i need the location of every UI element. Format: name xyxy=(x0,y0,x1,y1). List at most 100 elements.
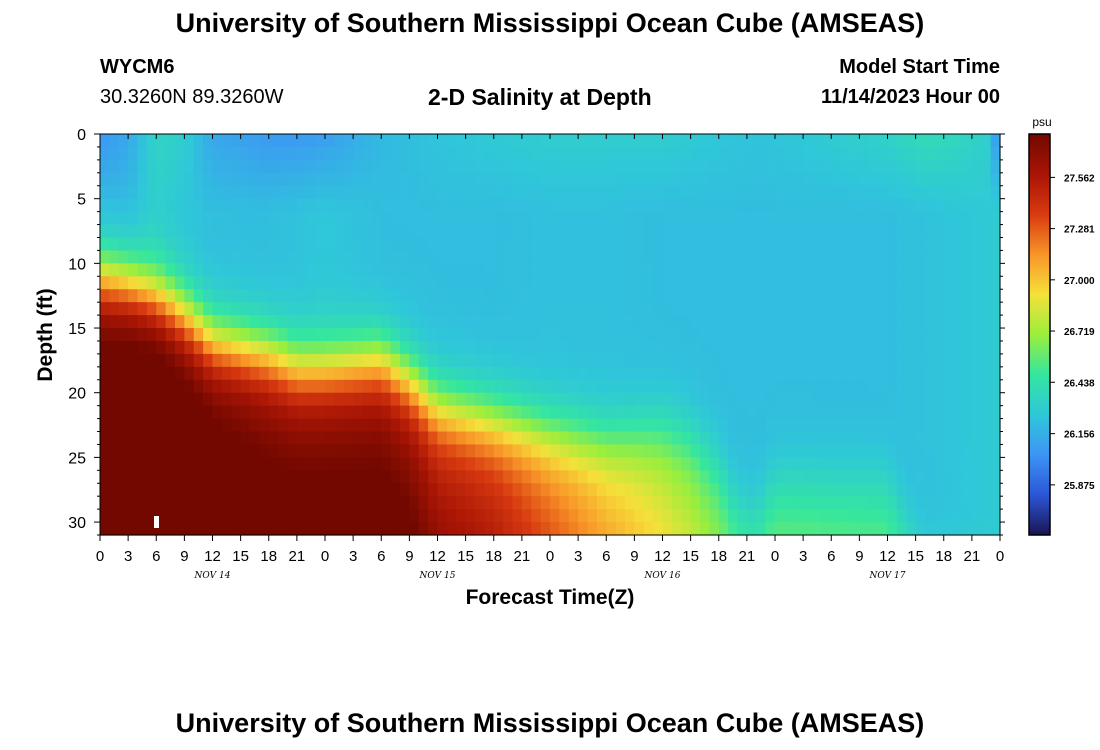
heatmap-cell xyxy=(484,392,495,407)
heatmap-cell xyxy=(896,198,907,213)
heatmap-cell xyxy=(953,224,964,239)
heatmap-cell xyxy=(137,289,148,303)
heatmap-cell xyxy=(784,431,795,446)
heatmap-cell xyxy=(109,496,120,510)
heatmap-cell xyxy=(709,159,720,174)
heatmap-cell xyxy=(775,315,785,329)
heatmap-cell xyxy=(484,328,495,342)
heatmap-cell xyxy=(193,522,204,536)
heatmap-cell xyxy=(906,211,917,226)
heatmap-cell xyxy=(671,496,682,510)
heatmap-cell xyxy=(456,366,467,381)
heatmap-cell xyxy=(671,263,682,277)
heatmap-cell xyxy=(540,237,551,252)
heatmap-cell xyxy=(634,470,645,484)
heatmap-cell xyxy=(531,366,542,381)
heatmap-cell xyxy=(184,159,195,174)
heatmap-cell xyxy=(315,159,326,174)
heatmap-cell xyxy=(493,224,504,239)
heatmap-cell xyxy=(775,496,785,510)
heatmap-cell xyxy=(381,302,392,316)
heatmap-cell xyxy=(156,379,167,394)
heatmap-cell xyxy=(503,444,514,458)
heatmap-cell xyxy=(653,224,664,239)
heatmap-cell xyxy=(343,353,354,368)
heatmap-cell xyxy=(878,509,889,523)
heatmap-cell xyxy=(353,302,364,316)
heatmap-cell xyxy=(409,470,420,484)
heatmap-cell xyxy=(521,224,532,239)
heatmap-cell xyxy=(475,470,485,484)
heatmap-cell xyxy=(521,146,532,161)
heatmap-cell xyxy=(690,418,701,433)
heatmap-cell xyxy=(128,250,139,264)
heatmap-cell xyxy=(962,185,973,200)
heatmap-cell xyxy=(259,276,270,290)
heatmap-cell xyxy=(709,237,720,252)
heatmap-cell xyxy=(550,198,560,213)
heatmap-cell xyxy=(728,211,739,226)
heatmap-cell xyxy=(212,134,223,148)
heatmap-cell xyxy=(531,418,542,433)
heatmap-cell xyxy=(203,172,214,187)
heatmap-cell xyxy=(606,496,617,510)
heatmap-cell xyxy=(362,457,373,471)
heatmap-cell xyxy=(231,418,242,433)
heatmap-cell xyxy=(953,353,964,368)
heatmap-cell xyxy=(962,276,973,290)
heatmap-cell xyxy=(334,237,345,252)
heatmap-cell xyxy=(925,198,935,213)
heatmap-cell xyxy=(484,146,495,161)
heatmap-cell xyxy=(953,172,964,187)
heatmap-cell xyxy=(953,418,964,433)
heatmap-cell xyxy=(156,392,167,407)
heatmap-cell xyxy=(793,457,804,471)
heatmap-cell xyxy=(896,289,907,303)
heatmap-cell xyxy=(981,315,992,329)
heatmap-cell xyxy=(709,405,720,420)
page-title: University of Southern Mississippi Ocean… xyxy=(175,8,925,38)
heatmap-cell xyxy=(971,224,982,239)
heatmap-cell xyxy=(906,496,917,510)
heatmap-cell xyxy=(540,263,551,277)
heatmap-cell xyxy=(606,185,617,200)
heatmap-cell xyxy=(456,302,467,316)
heatmap-cell xyxy=(906,159,917,174)
heatmap-cell xyxy=(418,302,429,316)
heatmap-cell xyxy=(390,185,401,200)
heatmap-cell xyxy=(456,263,467,277)
heatmap-cell xyxy=(306,172,317,187)
heatmap-cell xyxy=(896,444,907,458)
heatmap-cell xyxy=(128,146,139,161)
heatmap-cell xyxy=(868,431,879,446)
heatmap-cell xyxy=(446,211,457,226)
heatmap-cell xyxy=(671,379,682,394)
heatmap-cell xyxy=(859,366,870,381)
heatmap-cell xyxy=(184,470,195,484)
heatmap-cell xyxy=(325,276,335,290)
heatmap-cell xyxy=(803,431,814,446)
heatmap-cell xyxy=(184,457,195,471)
heatmap-cell xyxy=(278,302,289,316)
heatmap-cell xyxy=(643,392,654,407)
heatmap-cell xyxy=(156,134,167,148)
heatmap-cell xyxy=(100,302,110,316)
heatmap-cell xyxy=(606,457,617,471)
heatmap-cell xyxy=(296,263,307,277)
heatmap-cell xyxy=(503,237,514,252)
heatmap-cell xyxy=(503,405,514,420)
heatmap-cell xyxy=(165,198,176,213)
heatmap-cell xyxy=(268,470,279,484)
heatmap-cell xyxy=(446,483,457,497)
heatmap-cell xyxy=(437,302,448,316)
heatmap-cell xyxy=(325,496,335,510)
heatmap-cell xyxy=(943,224,954,239)
heatmap-cell xyxy=(793,159,804,174)
heatmap-cell xyxy=(746,185,757,200)
heatmap-cell xyxy=(803,328,814,342)
heatmap-cell xyxy=(681,444,692,458)
heatmap-cell xyxy=(118,496,129,510)
heatmap-cell xyxy=(465,276,476,290)
heatmap-cell xyxy=(146,405,157,420)
heatmap-cell xyxy=(868,263,879,277)
